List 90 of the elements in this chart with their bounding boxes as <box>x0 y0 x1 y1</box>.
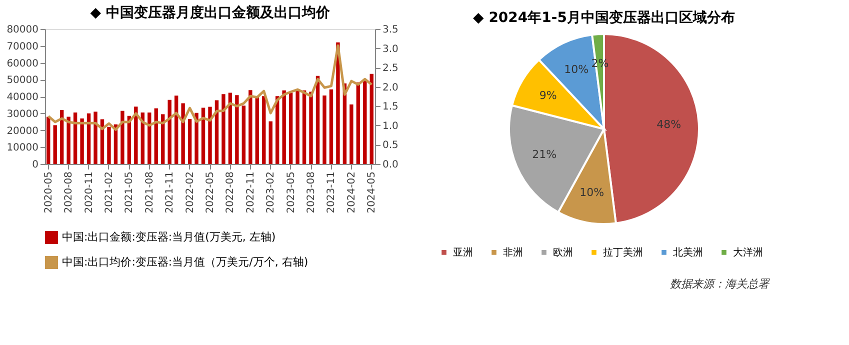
y2-tick-label: 0.0 <box>382 160 398 170</box>
bar <box>107 126 111 164</box>
y-tick-label: 40000 <box>6 92 38 103</box>
bar <box>255 96 259 164</box>
x-tick-label: 2022-02 <box>184 172 196 214</box>
x-tick-label: 2021-08 <box>144 172 156 214</box>
bar <box>242 106 246 164</box>
y2-tick-label: 2.5 <box>382 63 398 74</box>
chart-title: ◆ 2024年1-5月中国变压器出口区域分布 <box>473 9 735 26</box>
bar <box>208 106 212 164</box>
x-tick-label: 2021-02 <box>104 172 115 214</box>
bar <box>134 106 138 164</box>
bar <box>288 92 293 164</box>
legend-label: 北美洲 <box>673 246 703 258</box>
y-tick-label: 50000 <box>6 75 38 86</box>
bar <box>194 112 198 164</box>
bar <box>53 125 57 164</box>
x-tick-label: 2023-02 <box>266 172 277 214</box>
bar <box>370 74 374 164</box>
bar <box>262 96 266 164</box>
y2-tick-label: 1.5 <box>382 102 398 113</box>
line-series <box>47 44 373 131</box>
data-label: 10% <box>580 186 604 199</box>
x-tick-label: 2020-11 <box>84 172 95 214</box>
y-tick-label: 80000 <box>6 24 38 36</box>
y2-tick-label: 2.0 <box>382 82 398 94</box>
bar <box>94 112 98 164</box>
bar <box>329 89 334 164</box>
bar <box>350 104 354 164</box>
x-tick-label: 2024-05 <box>366 172 378 214</box>
bar <box>363 80 367 164</box>
y2-tick-label: 1.0 <box>382 120 398 132</box>
bar <box>174 96 178 164</box>
x-tick-label: 2020-08 <box>64 172 75 214</box>
x-tick-label: 2021-11 <box>164 172 176 214</box>
y-tick-label: 30000 <box>6 108 38 120</box>
data-label: 10% <box>564 63 589 76</box>
bar <box>86 113 91 164</box>
bar <box>46 116 50 164</box>
x-tick-label: 2022-08 <box>225 172 236 214</box>
y-tick-label: 0 <box>32 160 38 170</box>
legend-label: 中国:出口金额:变压器:当月值(万美元, 左轴) <box>62 230 276 244</box>
bar <box>188 118 192 164</box>
bar <box>296 89 300 164</box>
data-label: 48% <box>656 118 682 131</box>
chart-title: ◆ 中国变压器月度出口金额及出口均价 <box>90 4 331 21</box>
y-tick-label: 20000 <box>6 126 38 137</box>
bar <box>181 103 185 164</box>
legend-label: 欧洲 <box>553 246 573 258</box>
y2-tick-label: 0.5 <box>382 140 398 152</box>
legend-label: 中国:出口均价:变压器:当月值（万美元/万个, 右轴) <box>62 256 308 268</box>
x-tick-label: 2021-05 <box>124 172 136 214</box>
legend-label: 大洋洲 <box>733 246 763 258</box>
x-tick-label: 2020-05 <box>43 172 54 214</box>
bar <box>302 90 306 164</box>
data-label: 2% <box>591 57 609 70</box>
data-label: 9% <box>539 88 557 102</box>
x-tick-label: 2023-11 <box>326 172 338 214</box>
bar <box>73 112 78 164</box>
y-tick-label: 70000 <box>6 41 38 52</box>
x-tick-label: 2023-08 <box>306 172 318 214</box>
data-label: 21% <box>532 148 557 161</box>
x-tick-label: 2022-05 <box>205 172 216 214</box>
bar <box>60 110 64 164</box>
legend-label: 非洲 <box>503 246 523 258</box>
bar <box>322 95 326 164</box>
legend-label: 亚洲 <box>453 246 473 258</box>
bar <box>309 92 313 164</box>
bar <box>228 92 232 164</box>
bar <box>168 100 172 164</box>
legend-label: 拉丁美洲 <box>603 246 643 258</box>
y-tick-label: 60000 <box>6 58 38 70</box>
bar <box>154 108 158 164</box>
x-tick-label: 2022-11 <box>245 172 256 214</box>
bar <box>120 110 124 164</box>
bar <box>235 95 239 164</box>
y-tick-label: 10000 <box>6 142 38 154</box>
bar <box>356 82 360 164</box>
bar <box>80 118 84 164</box>
bar <box>268 121 272 164</box>
y2-tick-label: 3.0 <box>382 44 398 55</box>
bar <box>66 116 70 164</box>
x-tick-label: 2024-02 <box>346 172 358 214</box>
bar <box>248 90 252 164</box>
source-note: 数据来源：海关总署 <box>670 278 770 290</box>
bar <box>222 94 226 164</box>
bar <box>282 90 286 164</box>
x-tick-label: 2023-05 <box>286 172 297 214</box>
bar <box>214 100 219 164</box>
y2-tick-label: 3.5 <box>382 24 398 36</box>
